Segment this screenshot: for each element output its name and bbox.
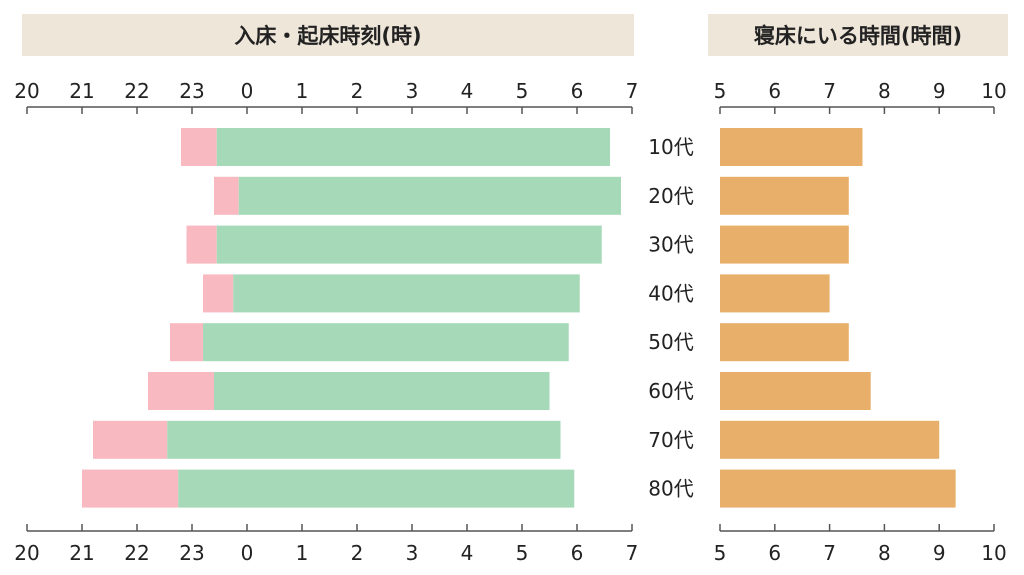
bar-sleep-onset-to-rise xyxy=(214,372,550,410)
right-bottom-tick-label: 9 xyxy=(933,541,946,565)
category-label: 20代 xyxy=(648,184,693,208)
left-top-tick-label: 3 xyxy=(406,79,419,103)
category-label: 80代 xyxy=(648,477,693,501)
right-bottom-tick-label: 10 xyxy=(981,541,1006,565)
bar-lie-down-to-sleep-onset xyxy=(82,469,179,508)
bedtime-range-plot: 20 21 22 23 0 1 2 3 4 5 6 720 21 22 23 0 1 2 3 4 5 6 7 xyxy=(14,79,638,565)
right-title-banner xyxy=(708,14,1008,56)
bar-sleep-onset-to-rise xyxy=(216,225,602,264)
left-top-tick-label: 21 xyxy=(69,79,94,103)
category-label: 60代 xyxy=(648,379,693,403)
category-label: 70代 xyxy=(648,428,693,452)
right-top-tick-label: 9 xyxy=(933,79,946,103)
right-top-tick-label: 5 xyxy=(714,79,727,103)
left-bottom-tick-label: 21 xyxy=(69,541,94,565)
time-in-bed-bar xyxy=(720,469,956,508)
left-bottom-tick-label: 5 xyxy=(516,541,529,565)
bar-lie-down-to-sleep-onset xyxy=(181,128,217,166)
left-bottom-tick-label: 20 xyxy=(14,541,39,565)
left-bottom-tick-label: 7 xyxy=(626,541,639,565)
category-label: 10代 xyxy=(648,135,693,159)
left-top-tick-label: 22 xyxy=(124,79,149,103)
left-bottom-tick-label: 0 xyxy=(241,541,254,565)
time-in-bed-bar xyxy=(720,372,871,410)
bar-sleep-onset-to-rise xyxy=(238,176,621,215)
category-labels: 10代 20代 30代 40代 50代 60代 70代 80代 xyxy=(648,135,693,501)
bar-lie-down-to-sleep-onset xyxy=(214,176,239,215)
right-bottom-tick-label: 5 xyxy=(714,541,727,565)
bar-lie-down-to-sleep-onset xyxy=(203,274,234,313)
category-label: 50代 xyxy=(648,330,693,354)
right-top-tick-label: 7 xyxy=(823,79,836,103)
left-top-tick-label: 20 xyxy=(14,79,39,103)
left-top-tick-label: 1 xyxy=(296,79,309,103)
left-chart-title: 入床・起床時刻(時) xyxy=(234,24,421,48)
left-bottom-tick-label: 2 xyxy=(351,541,364,565)
time-in-bed-bar xyxy=(720,176,849,215)
left-bottom-tick-label: 3 xyxy=(406,541,419,565)
bar-sleep-onset-to-rise xyxy=(233,274,580,313)
time-in-bed-bar xyxy=(720,420,940,459)
left-top-tick-label: 6 xyxy=(571,79,584,103)
right-top-tick-label: 8 xyxy=(878,79,891,103)
time-in-bed-plot: 5 6 7 8 9 10 5 6 7 8 9 10 xyxy=(714,79,1007,565)
right-top-tick-label: 6 xyxy=(768,79,781,103)
left-bottom-tick-label: 22 xyxy=(124,541,149,565)
bar-lie-down-to-sleep-onset xyxy=(148,372,214,410)
right-bottom-tick-label: 7 xyxy=(823,541,836,565)
time-in-bed-bar xyxy=(720,323,849,362)
right-top-tick-label: 10 xyxy=(981,79,1006,103)
bar-sleep-onset-to-rise xyxy=(178,469,575,508)
left-title-banner xyxy=(22,14,634,56)
bar-lie-down-to-sleep-onset xyxy=(186,225,217,264)
left-bottom-tick-label: 23 xyxy=(179,541,204,565)
left-top-tick-label: 4 xyxy=(461,79,474,103)
left-bottom-tick-label: 1 xyxy=(296,541,309,565)
bar-lie-down-to-sleep-onset xyxy=(93,420,168,459)
left-top-tick-label: 23 xyxy=(179,79,204,103)
right-chart-title: 寝床にいる時間(時間) xyxy=(754,24,962,48)
bar-sleep-onset-to-rise xyxy=(167,420,561,459)
left-top-tick-label: 0 xyxy=(241,79,254,103)
category-label: 30代 xyxy=(648,233,693,257)
left-top-tick-label: 7 xyxy=(626,79,639,103)
left-bottom-tick-label: 4 xyxy=(461,541,474,565)
bar-sleep-onset-to-rise xyxy=(216,128,610,166)
right-bottom-tick-label: 8 xyxy=(878,541,891,565)
category-label: 40代 xyxy=(648,281,693,305)
left-top-tick-label: 5 xyxy=(516,79,529,103)
time-in-bed-bar xyxy=(720,274,830,313)
bar-sleep-onset-to-rise xyxy=(203,323,569,362)
left-bottom-tick-label: 6 xyxy=(571,541,584,565)
right-bottom-tick-label: 6 xyxy=(768,541,781,565)
left-top-tick-label: 2 xyxy=(351,79,364,103)
bar-lie-down-to-sleep-onset xyxy=(170,323,203,362)
time-in-bed-bar xyxy=(720,225,849,264)
time-in-bed-bar xyxy=(720,128,863,166)
